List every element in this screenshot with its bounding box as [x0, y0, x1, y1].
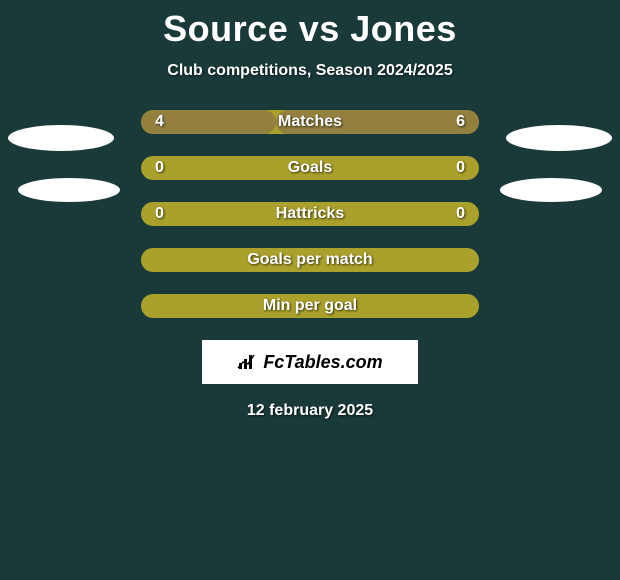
stat-label: Min per goal [263, 297, 357, 315]
stat-left-value: 0 [155, 205, 164, 223]
stat-right-value: 6 [456, 113, 465, 131]
bar-chart-icon [237, 353, 259, 371]
stat-label: Goals per match [247, 251, 372, 269]
stat-bar: 0 0 Goals [141, 156, 479, 180]
stat-left-value: 0 [155, 159, 164, 177]
stat-bar: Min per goal [141, 294, 479, 318]
stat-label: Matches [278, 113, 342, 131]
stat-label: Hattricks [276, 205, 344, 223]
stat-right-value: 0 [456, 205, 465, 223]
stat-label: Goals [288, 159, 332, 177]
stat-left-value: 4 [155, 113, 164, 131]
stat-bar: Goals per match [141, 248, 479, 272]
subtitle: Club competitions, Season 2024/2025 [0, 62, 620, 80]
logo-box: FcTables.com [202, 340, 418, 384]
stat-right-value: 0 [456, 159, 465, 177]
stat-bar: 4 6 Matches [141, 110, 479, 134]
page-title: Source vs Jones [0, 0, 620, 50]
logo-text: FcTables.com [263, 352, 382, 373]
stat-bar: 0 0 Hattricks [141, 202, 479, 226]
stats-panel: 4 6 Matches 0 0 Goals 0 0 Hattricks Goals per mat… [0, 110, 620, 420]
date-label: 12 february 2025 [0, 402, 620, 420]
